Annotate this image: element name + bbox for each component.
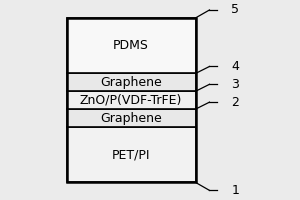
Text: 1: 1: [231, 184, 239, 197]
Text: 5: 5: [231, 3, 239, 16]
Bar: [67, 91, 196, 109]
Text: Graphene: Graphene: [100, 76, 162, 89]
Text: 4: 4: [231, 60, 239, 73]
Text: PDMS: PDMS: [113, 39, 149, 52]
Text: ZnO/P(VDF-TrFE): ZnO/P(VDF-TrFE): [80, 94, 182, 107]
Text: PET/PI: PET/PI: [112, 148, 150, 161]
Text: Graphene: Graphene: [100, 112, 162, 125]
Bar: [67, 127, 196, 182]
Bar: [67, 73, 196, 91]
Bar: [67, 18, 196, 182]
Bar: [67, 18, 196, 73]
Bar: [67, 109, 196, 127]
Text: 3: 3: [231, 78, 239, 91]
Text: 2: 2: [231, 96, 239, 109]
